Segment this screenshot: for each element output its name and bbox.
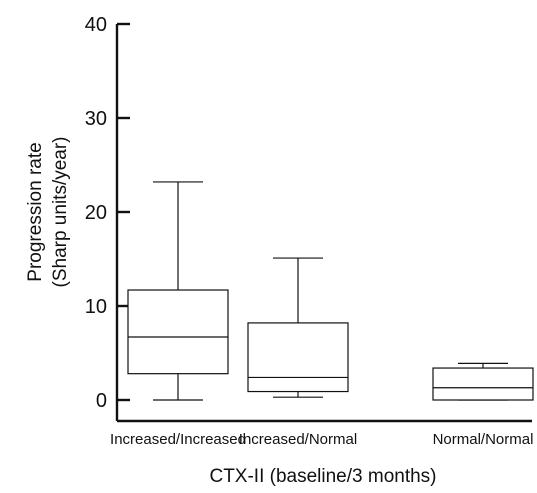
y-tick-label: 20 xyxy=(85,202,107,224)
x-category-label: Increased/Increased xyxy=(110,431,246,448)
box-iqr xyxy=(432,367,534,401)
y-tick-label: 40 xyxy=(85,14,107,36)
y-tick-label: 0 xyxy=(96,390,107,412)
box-iqr xyxy=(127,289,229,375)
box-group xyxy=(127,181,229,401)
y-tick-label: 30 xyxy=(85,108,107,130)
x-category-label: Normal/Normal xyxy=(433,431,534,448)
x-category-label: Increased/Normal xyxy=(239,431,357,448)
box-group xyxy=(432,362,534,401)
box-iqr xyxy=(247,322,349,393)
box-group xyxy=(247,257,349,398)
y-axis: 0 10 20 30 40 xyxy=(85,14,130,421)
box-series xyxy=(127,181,534,401)
y-tick-label: 10 xyxy=(85,296,107,318)
y-axis-title-line-1: Progression rate xyxy=(25,142,46,281)
x-axis-title: CTX-II (baseline/3 months) xyxy=(209,466,436,487)
y-axis-title-line-2: (Sharp units/year) xyxy=(50,136,71,287)
